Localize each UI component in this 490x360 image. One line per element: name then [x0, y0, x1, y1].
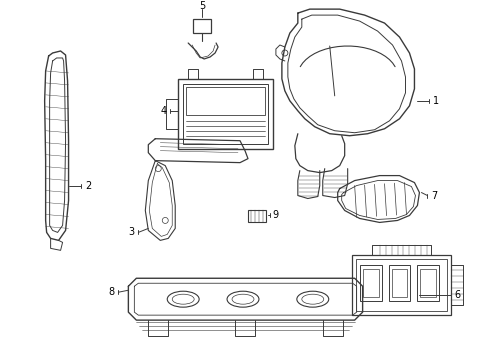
Text: 8: 8 [108, 287, 115, 297]
Bar [352, 255, 451, 315]
Bar [420, 269, 437, 297]
Text: 4: 4 [160, 106, 166, 116]
Bar [360, 265, 382, 301]
Bar [178, 79, 273, 149]
Text: 7: 7 [431, 190, 438, 201]
Bar [389, 265, 411, 301]
Text: 2: 2 [85, 181, 92, 190]
Text: 3: 3 [128, 228, 134, 237]
Bar [392, 269, 408, 297]
Bar [248, 211, 266, 222]
Bar [363, 269, 379, 297]
Bar [186, 87, 265, 115]
Bar [417, 265, 440, 301]
Text: 9: 9 [273, 211, 279, 220]
Bar [193, 19, 211, 33]
Text: 5: 5 [199, 1, 205, 11]
Text: 6: 6 [454, 290, 461, 300]
Bar [356, 259, 447, 311]
Bar [183, 84, 268, 144]
Text: 1: 1 [433, 96, 440, 106]
